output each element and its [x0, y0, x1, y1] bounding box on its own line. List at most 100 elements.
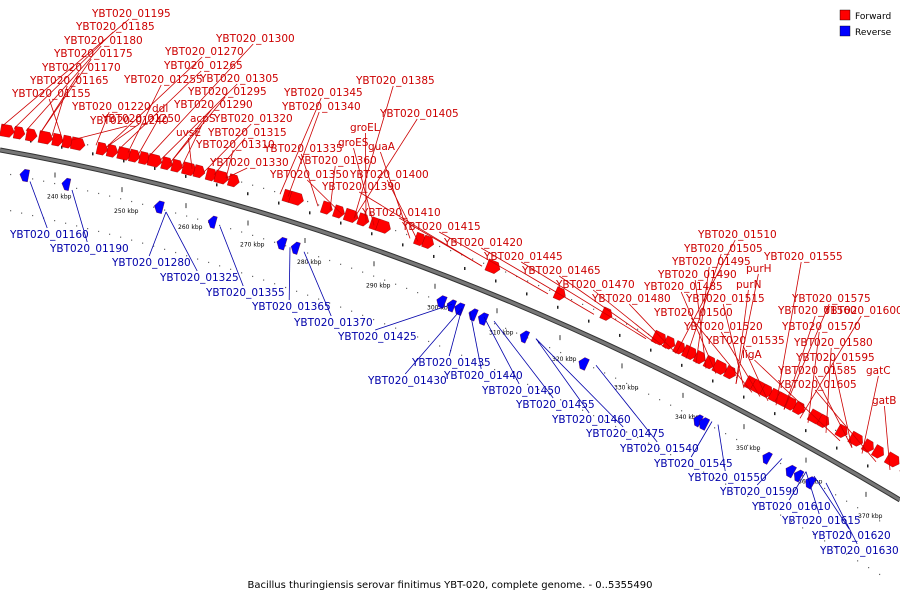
forward-gene-arrow[interactable] [711, 359, 728, 375]
forward-gene-label[interactable]: YBT020_01195 [91, 8, 171, 20]
reverse-gene-arrow[interactable] [762, 451, 773, 465]
forward-gene-label[interactable]: YBT020_01345 [283, 87, 363, 99]
forward-gene-label[interactable]: acpS [190, 113, 216, 125]
reverse-gene-label[interactable]: YBT020_01590 [719, 486, 799, 498]
forward-gene-arrow[interactable] [847, 430, 863, 447]
reverse-gene-arrow[interactable] [61, 177, 72, 191]
forward-gene-label[interactable]: YBT020_01385 [355, 75, 435, 87]
reverse-gene-label[interactable]: YBT020_01460 [551, 414, 631, 426]
forward-gene-label[interactable]: YBT020_01165 [29, 75, 109, 87]
reverse-gene-arrow[interactable] [698, 417, 711, 431]
forward-gene-label[interactable]: YBT020_01470 [555, 279, 635, 291]
forward-gene-label[interactable]: YBT020_01300 [215, 33, 295, 45]
forward-gene-label[interactable]: YBT020_01520 [683, 321, 763, 333]
reverse-gene-arrow[interactable] [446, 299, 457, 313]
forward-gene-label[interactable]: groES [338, 137, 369, 149]
forward-gene-label[interactable]: groEL [350, 122, 380, 134]
forward-gene-arrow[interactable] [170, 158, 183, 173]
forward-gene-label[interactable]: YBT020_01555 [763, 251, 843, 263]
forward-gene-label[interactable]: YBT020_01220 [71, 101, 151, 113]
forward-gene-label[interactable]: YBT020_01155 [11, 88, 91, 100]
forward-gene-arrow[interactable] [0, 123, 15, 138]
forward-gene-arrow[interactable] [192, 164, 206, 179]
forward-gene-label[interactable]: YBT020_01340 [281, 101, 361, 113]
reverse-gene-label[interactable]: YBT020_01160 [9, 229, 89, 241]
reverse-gene-arrow[interactable] [478, 312, 489, 326]
forward-gene-label[interactable]: YBT020_01175 [53, 48, 133, 60]
reverse-gene-label[interactable]: YBT020_01545 [653, 458, 733, 470]
forward-gene-arrow[interactable] [95, 141, 109, 156]
reverse-gene-label[interactable]: YBT020_01325 [159, 272, 239, 284]
forward-gene-arrow[interactable] [870, 444, 884, 459]
forward-gene-arrow[interactable] [320, 200, 333, 215]
forward-gene-label[interactable]: YBT020_01405 [379, 108, 459, 120]
reverse-gene-label[interactable]: YBT020_01355 [205, 287, 285, 299]
reverse-gene-label[interactable]: YBT020_01190 [49, 243, 129, 255]
forward-gene-label[interactable]: YBT020_01580 [793, 337, 873, 349]
forward-gene-label[interactable]: YBT020_01330 [209, 157, 289, 169]
forward-gene-label[interactable]: YBT020_01595 [795, 352, 875, 364]
forward-gene-label[interactable]: YBT020_01170 [41, 62, 121, 74]
forward-gene-label[interactable]: YBT020_01485 [643, 281, 723, 293]
forward-gene-arrow[interactable] [51, 132, 64, 147]
forward-gene-label[interactable]: YBT020_01360 [297, 155, 377, 167]
reverse-gene-arrow[interactable] [785, 464, 797, 479]
reverse-gene-label[interactable]: YBT020_01540 [619, 443, 699, 455]
forward-gene-arrow[interactable] [128, 148, 141, 163]
forward-gene-label[interactable]: YBT020_01560 [777, 305, 857, 317]
reverse-gene-label[interactable]: YBT020_01455 [515, 399, 595, 411]
reverse-gene-arrow[interactable] [19, 169, 30, 183]
forward-gene-label[interactable]: YBT020_01295 [187, 86, 267, 98]
forward-gene-arrow[interactable] [25, 128, 38, 142]
forward-gene-label[interactable]: YBT020_01315 [207, 127, 287, 139]
forward-gene-label[interactable]: YBT020_01505 [683, 243, 763, 255]
forward-gene-label[interactable]: YBT020_01515 [685, 293, 765, 305]
forward-gene-label[interactable]: YBT020_01305 [199, 73, 279, 85]
reverse-gene-label[interactable]: YBT020_01550 [687, 472, 767, 484]
forward-gene-label[interactable]: YBT020_01495 [671, 256, 751, 268]
reverse-gene-label[interactable]: YBT020_01475 [585, 428, 665, 440]
forward-gene-arrow[interactable] [883, 451, 900, 468]
forward-gene-label[interactable]: YBT020_01420 [443, 237, 523, 249]
forward-gene-label[interactable]: YBT020_01465 [521, 265, 601, 277]
forward-gene-label[interactable]: YBT020_01270 [164, 46, 244, 58]
forward-gene-arrow[interactable] [342, 207, 359, 223]
forward-gene-label[interactable]: purN [736, 279, 762, 291]
forward-gene-label[interactable]: YBT020_01535 [705, 335, 785, 347]
reverse-gene-label[interactable]: YBT020_01430 [367, 375, 447, 387]
forward-gene-arrow[interactable] [759, 383, 773, 398]
reverse-gene-label[interactable]: YBT020_01370 [293, 317, 373, 329]
forward-gene-label[interactable]: YBT020_01445 [483, 251, 563, 263]
forward-gene-arrow[interactable] [227, 173, 240, 188]
forward-gene-arrow[interactable] [288, 190, 304, 206]
forward-gene-label[interactable]: YBT020_01500 [653, 307, 733, 319]
forward-gene-label[interactable]: ligA [742, 349, 762, 361]
reverse-gene-arrow[interactable] [794, 469, 805, 483]
forward-gene-label[interactable]: gatB [872, 395, 896, 407]
forward-gene-label[interactable]: YBT020_01255 [123, 74, 203, 86]
reverse-gene-label[interactable]: YBT020_01620 [811, 530, 891, 542]
forward-gene-label[interactable]: YBT020_01390 [321, 181, 401, 193]
forward-gene-arrow[interactable] [816, 413, 830, 428]
reverse-gene-label[interactable]: YBT020_01425 [337, 331, 417, 343]
forward-gene-label[interactable]: YBT020_01320 [213, 113, 293, 125]
reverse-gene-label[interactable]: YBT020_01630 [819, 545, 899, 557]
forward-gene-label[interactable]: YBT020_01575 [791, 293, 871, 305]
forward-gene-label[interactable]: YBT020_01415 [401, 221, 481, 233]
reverse-gene-arrow[interactable] [290, 241, 301, 255]
forward-gene-label[interactable]: guaA [368, 141, 396, 153]
forward-gene-label[interactable]: YBT020_01400 [349, 169, 429, 181]
forward-gene-label[interactable]: purH [746, 263, 772, 275]
reverse-gene-arrow[interactable] [154, 200, 165, 214]
reverse-gene-arrow[interactable] [276, 237, 288, 251]
forward-gene-arrow[interactable] [662, 335, 676, 350]
forward-gene-label[interactable]: YBT020_01335 [263, 143, 343, 155]
forward-gene-label[interactable]: uvsE [176, 127, 201, 139]
forward-gene-label[interactable]: YBT020_01180 [63, 35, 143, 47]
reverse-gene-arrow[interactable] [207, 215, 218, 229]
forward-gene-label[interactable]: YBT020_01480 [591, 293, 671, 305]
forward-gene-arrow[interactable] [681, 344, 697, 360]
forward-gene-arrow[interactable] [834, 423, 848, 438]
reverse-gene-label[interactable]: YBT020_01365 [251, 301, 331, 313]
forward-gene-label[interactable]: YBT020_01265 [163, 60, 243, 72]
